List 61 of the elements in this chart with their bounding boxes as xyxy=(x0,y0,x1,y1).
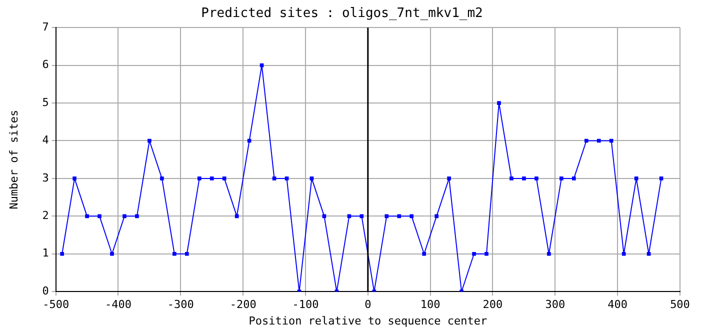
point xyxy=(284,176,289,180)
point xyxy=(184,252,189,256)
point xyxy=(472,252,476,256)
x-tick-label: 100 xyxy=(420,298,440,312)
point xyxy=(559,176,564,180)
x-tick-label: 300 xyxy=(545,298,566,312)
point xyxy=(60,252,64,256)
point xyxy=(222,176,226,180)
point xyxy=(272,176,276,180)
point xyxy=(410,214,414,218)
point xyxy=(72,176,76,180)
point xyxy=(160,176,164,180)
y-tick-label: 2 xyxy=(42,209,49,222)
point xyxy=(172,252,176,256)
y-axis-title: Number of sites xyxy=(7,110,20,210)
point xyxy=(622,252,626,256)
point xyxy=(609,138,614,143)
x-tick-label: -400 xyxy=(104,298,132,312)
x-tick-label: 400 xyxy=(608,298,628,312)
point xyxy=(210,176,214,180)
x-tick-label: 200 xyxy=(482,298,503,312)
y-tick-label: 7 xyxy=(42,20,49,34)
x-tick-label: 500 xyxy=(670,298,690,312)
chart-title: Predicted sites : oligos_7nt_mkv1_m2 xyxy=(201,6,483,22)
point xyxy=(547,252,551,256)
point xyxy=(148,138,152,143)
point xyxy=(646,252,651,256)
y-tick-label: 4 xyxy=(42,134,50,147)
point xyxy=(135,214,139,218)
point xyxy=(447,176,451,180)
point xyxy=(522,176,526,180)
y-tick-label: 3 xyxy=(42,171,49,184)
x-axis-title: Position relative to sequence center xyxy=(248,314,488,328)
point xyxy=(584,138,588,143)
point xyxy=(110,252,114,256)
point xyxy=(534,176,538,180)
point xyxy=(497,101,501,105)
point xyxy=(596,138,601,143)
point xyxy=(122,214,126,218)
y-tick-label: 0 xyxy=(42,284,49,298)
point xyxy=(397,214,402,218)
point xyxy=(659,176,664,180)
x-tick-label: -300 xyxy=(167,298,194,312)
y-tick-label: 1 xyxy=(42,246,49,260)
point xyxy=(422,252,426,256)
point xyxy=(197,176,202,180)
point xyxy=(510,176,514,180)
point xyxy=(85,214,89,218)
x-tick-label: -500 xyxy=(42,298,70,312)
point xyxy=(634,176,638,180)
point xyxy=(434,214,438,218)
x-tick-label: -100 xyxy=(292,298,319,312)
point xyxy=(384,214,389,218)
y-tick-label: 5 xyxy=(42,96,49,109)
point xyxy=(310,176,314,180)
point xyxy=(484,252,488,256)
point xyxy=(572,176,576,180)
point xyxy=(98,214,102,218)
x-tick-label: -200 xyxy=(230,298,256,312)
x-tick-label: 0 xyxy=(364,298,372,312)
y-tick-label: 6 xyxy=(42,58,49,72)
